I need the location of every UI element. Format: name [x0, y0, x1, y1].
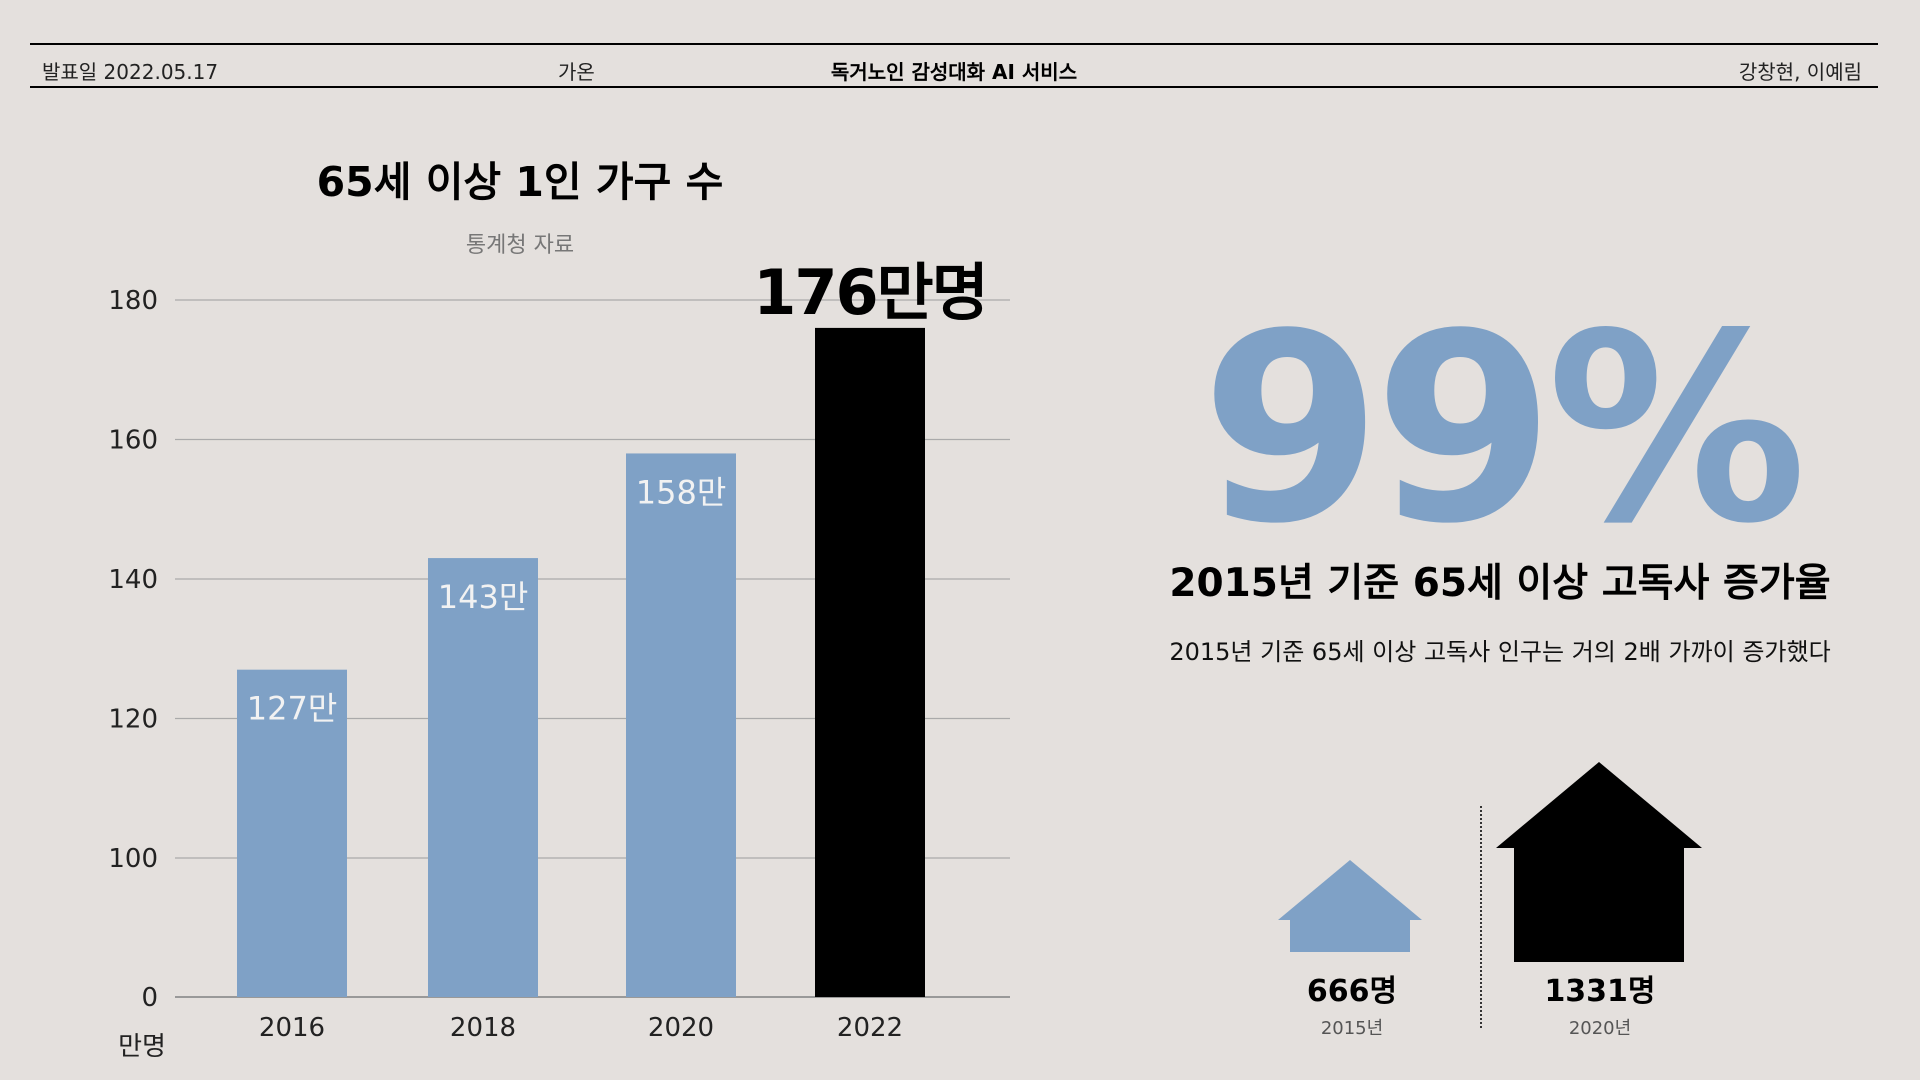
y-tick-label: 120	[108, 705, 158, 735]
data-label-2022: 176만명	[753, 256, 987, 329]
team-name: 가온	[558, 60, 595, 84]
header-title-wrap: 독거노인 감성대화 AI 서비스	[30, 45, 1878, 86]
bar-2020	[626, 453, 736, 997]
x-tick-label-2020: 2020	[648, 1013, 714, 1043]
y-tick-label: 140	[108, 565, 158, 595]
chart-subtitle: 통계청 자료	[465, 233, 575, 258]
y-tick-label: 160	[108, 426, 158, 456]
y-tick-label: 0	[141, 983, 158, 1013]
y-axis-unit-label: 만명	[118, 1032, 166, 1062]
house-label-2020: 1331명 2020년	[1480, 966, 1720, 1040]
x-tick-label-2016: 2016	[259, 1013, 325, 1043]
bar-2016	[237, 669, 347, 997]
bar-2018	[428, 558, 538, 997]
presentation-date: 발표일 2022.05.17	[42, 60, 219, 84]
data-label-2018: 143만	[438, 578, 529, 616]
stat-description: 2015년 기준 65세 이상 고독사 인구는 거의 2배 가까이 증가했다	[1169, 638, 1831, 666]
y-tick-label: 100	[108, 844, 158, 874]
house-divider	[1480, 806, 1482, 1028]
data-label-2016: 127만	[247, 690, 338, 728]
stat-title: 2015년 기준 65세 이상 고독사 증가율	[1169, 561, 1831, 606]
bar-2022	[815, 327, 925, 997]
chart-title: 65세 이상 1인 가구 수	[316, 158, 724, 206]
x-tick-label-2022: 2022	[837, 1013, 903, 1043]
house-year-2015: 2015년	[1320, 1018, 1384, 1039]
y-tick-label: 180	[108, 286, 158, 316]
house-year-2020: 2020년	[1568, 1018, 1632, 1039]
header-title: 독거노인 감성대화 AI 서비스	[830, 60, 1078, 84]
header-bar: 발표일 2022.05.17 가온 독거노인 감성대화 AI 서비스 강창현, …	[30, 43, 1878, 88]
authors: 강창현, 이예림	[1738, 60, 1862, 84]
data-label-2020: 158만	[636, 473, 727, 511]
house-icon-2020	[1496, 762, 1702, 962]
increase-percent: 99%	[1200, 279, 1807, 581]
x-tick-label-2018: 2018	[450, 1013, 516, 1043]
house-label-2015: 666명 2015년	[1232, 966, 1472, 1040]
house-value-2020: 1331명	[1544, 974, 1656, 1009]
house-value-2015: 666명	[1306, 974, 1398, 1009]
house-icon-2015	[1278, 860, 1422, 952]
